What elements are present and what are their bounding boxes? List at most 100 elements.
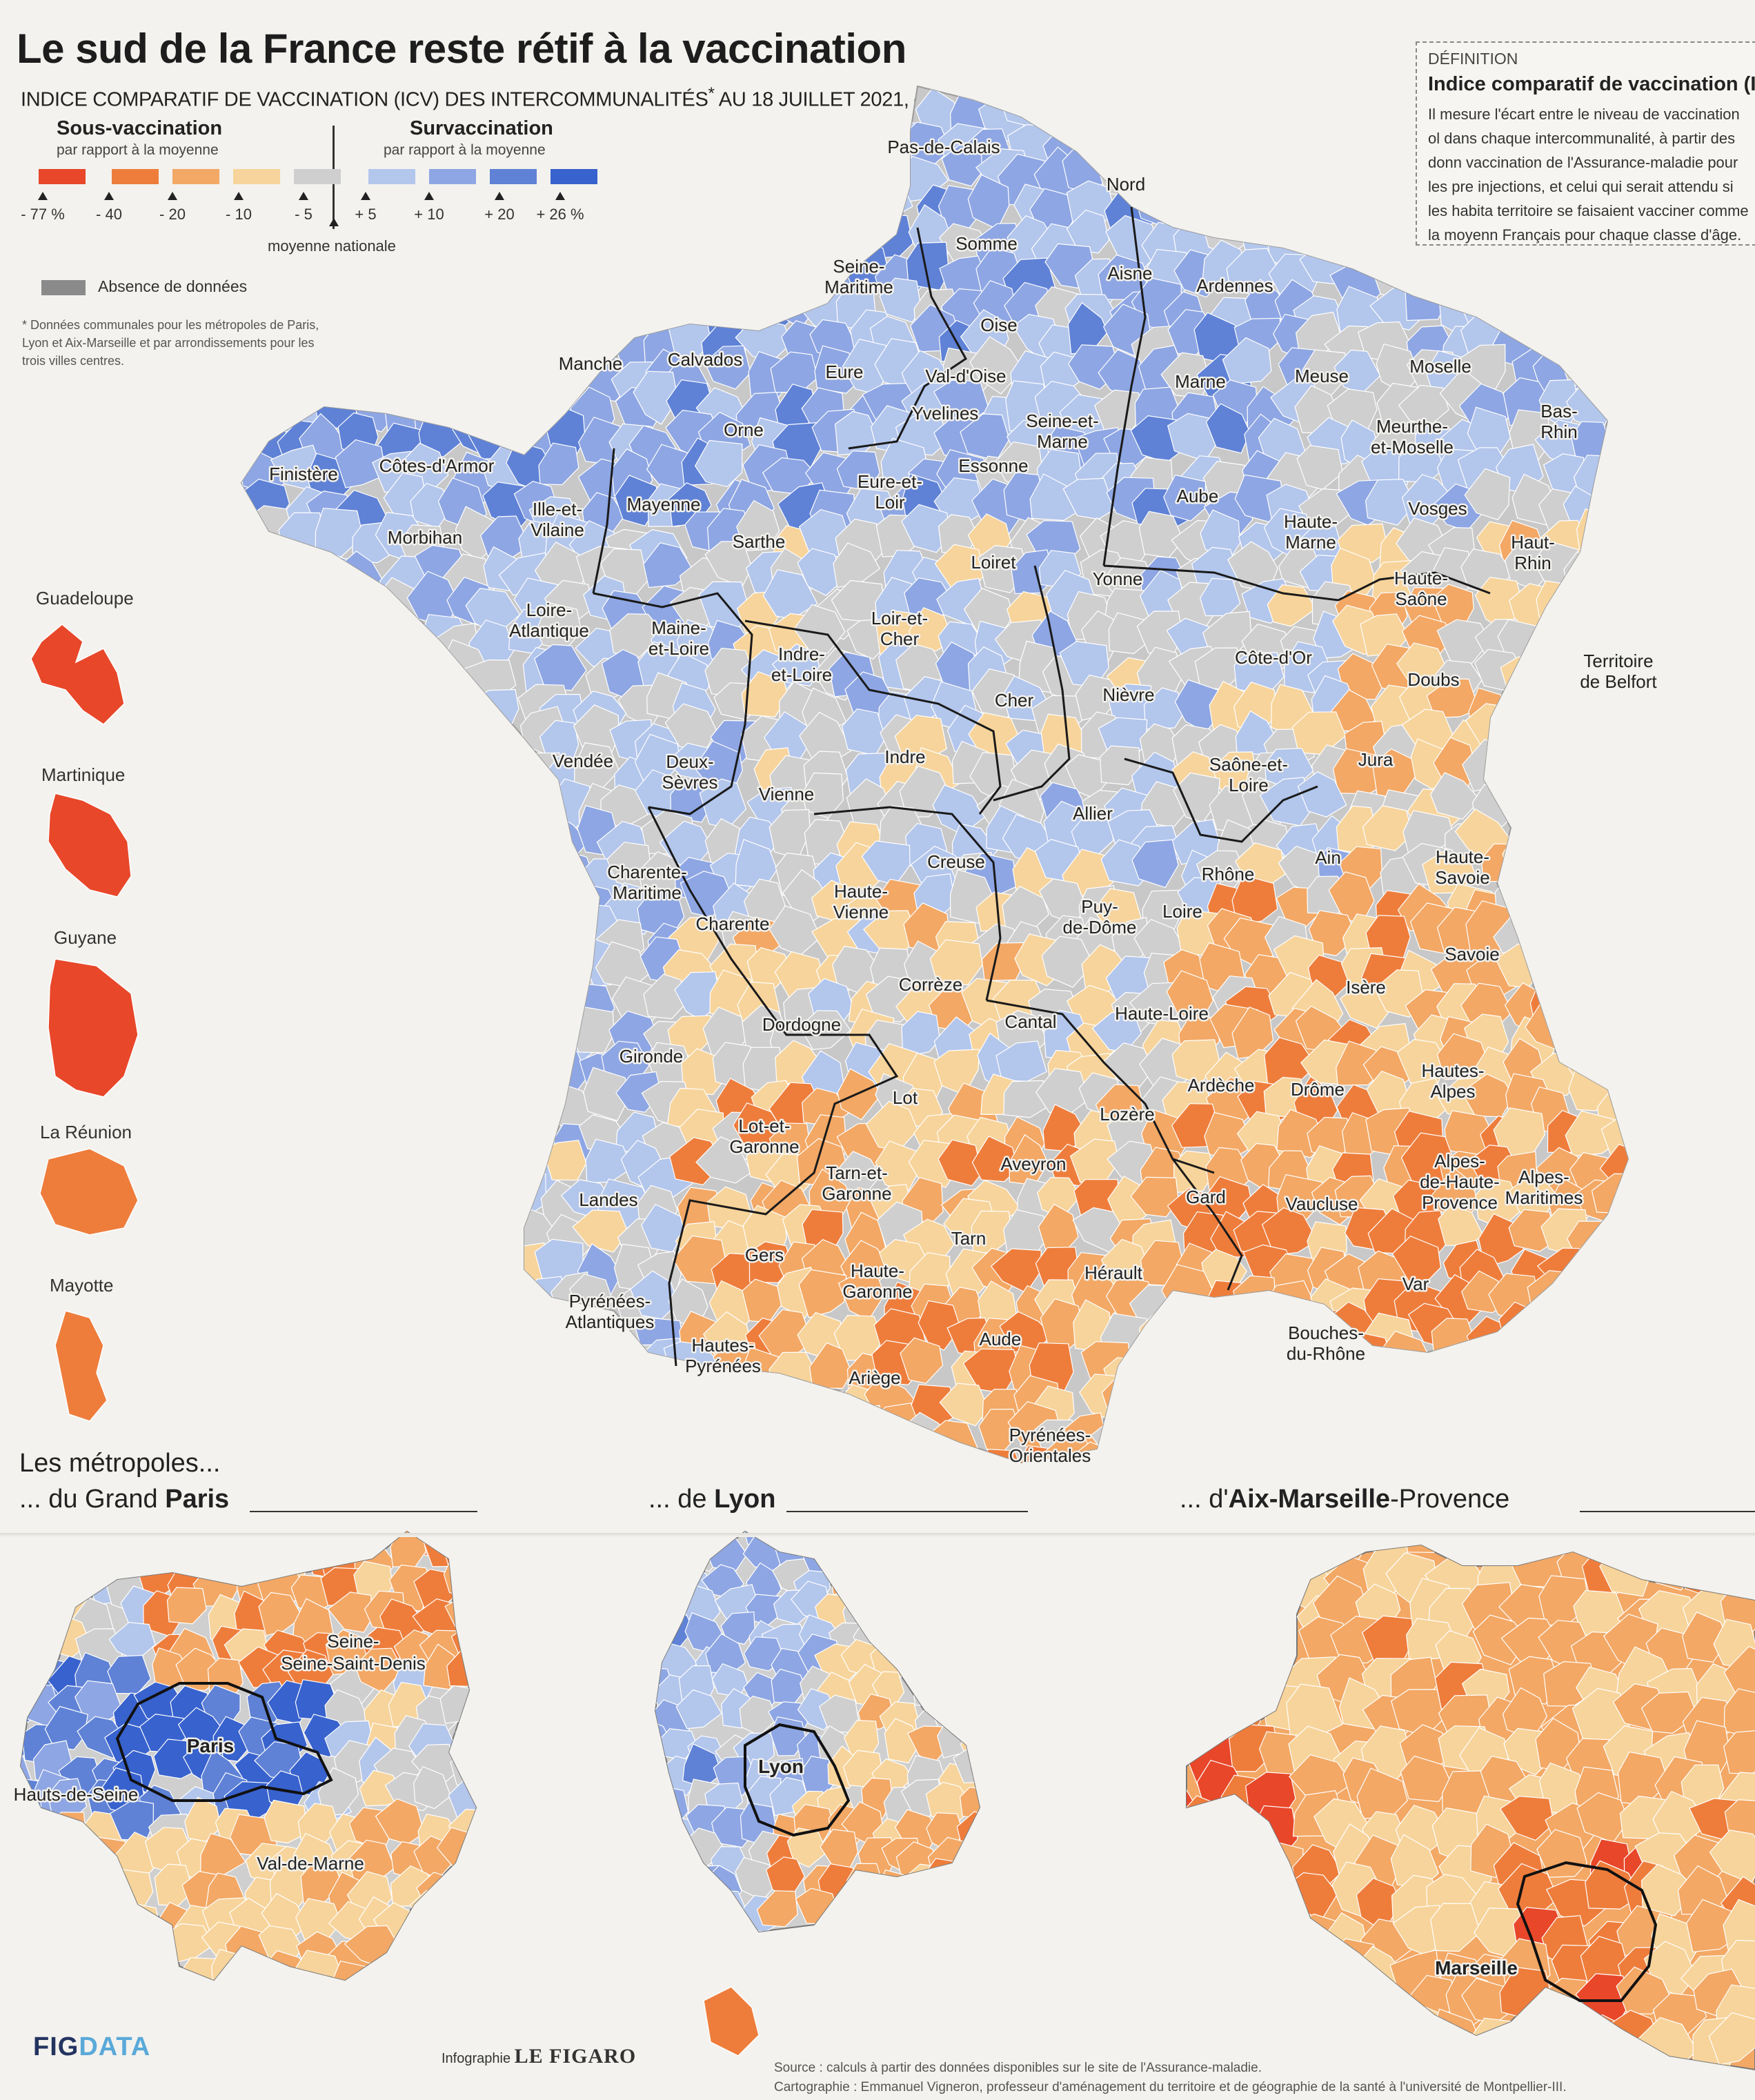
map-cell [1187, 1578, 1237, 1636]
map-cell [1275, 1414, 1328, 1458]
map-cell [1500, 677, 1551, 722]
map-cell [537, 120, 588, 175]
map-cell [829, 1556, 866, 1595]
dept-label: Loire [1162, 901, 1202, 922]
map-cell [655, 1813, 661, 1857]
map-cell [1500, 740, 1549, 786]
map-cell [473, 804, 521, 857]
map-cell [241, 1281, 252, 1328]
map-cell [241, 390, 264, 441]
map-cell [655, 1839, 687, 1877]
map-cell [21, 1799, 43, 1842]
infographie-credit: Infographie LE FIGARO [442, 2045, 636, 2068]
map-cell [1138, 126, 1193, 170]
map-cell [273, 1285, 328, 1334]
map-cell [381, 682, 430, 724]
map-cell [1278, 86, 1327, 105]
map-cell [1493, 251, 1543, 302]
map-cell [706, 191, 748, 241]
map-cell [1226, 1832, 1280, 1883]
map-cell [117, 1534, 156, 1576]
map-cell [1602, 350, 1628, 396]
map-cell [241, 1165, 261, 1221]
map-cell [393, 1925, 433, 1964]
map-cell [1605, 551, 1628, 599]
map-cell [397, 208, 453, 256]
map-cell [634, 1405, 688, 1453]
map-cell [307, 907, 352, 949]
map-cell [1440, 1442, 1487, 1463]
map-cell [241, 1312, 248, 1363]
map-cell [1540, 754, 1589, 801]
map-cell [366, 1156, 420, 1201]
map-cell [241, 1349, 265, 1398]
map-cell [1223, 1979, 1273, 2036]
map-cell [402, 1083, 449, 1131]
map-cell [241, 577, 266, 618]
map-cell [1213, 1615, 1264, 1670]
map-cell [1374, 1385, 1427, 1432]
dept-label: Nord [1107, 174, 1145, 195]
map-cell [634, 274, 690, 326]
label-marseille: Marseille [1435, 1957, 1518, 1979]
map-cell [670, 778, 715, 823]
map-cell [430, 1069, 478, 1123]
map-cell [241, 704, 286, 749]
map-cell [445, 1534, 476, 1584]
map-cell [334, 606, 389, 656]
map-cell [1202, 161, 1259, 208]
legend-under-sub: par rapport à la moyenne [57, 142, 219, 158]
map-cell [577, 1343, 628, 1391]
map-cell [1528, 273, 1576, 326]
map-cell [1599, 281, 1628, 331]
map-cell [1187, 1985, 1238, 2035]
map-cell [466, 1438, 516, 1463]
label-la-reunion: La Réunion [40, 1122, 132, 1142]
map-cell [1314, 181, 1362, 234]
map-cell [1602, 375, 1628, 425]
map-cell [352, 786, 396, 835]
dept-label: Haute-Marne [1284, 511, 1338, 553]
label-val-de-marne: Val-de-Marne [257, 1853, 364, 1874]
map-cell [884, 1718, 922, 1764]
am-heading-post: -Provence [1390, 1485, 1510, 1514]
map-cell [132, 1961, 182, 1980]
map-cell [1530, 809, 1587, 851]
dept-label: Morbihan [388, 527, 462, 548]
label-martinique: Martinique [41, 764, 126, 785]
map-cell [1477, 86, 1523, 107]
map-cell [1564, 284, 1616, 329]
map-cell [1612, 479, 1628, 529]
map-cell [1146, 156, 1193, 208]
map-cell [575, 1442, 629, 1463]
map-cell [712, 86, 760, 126]
map-cell [550, 193, 595, 237]
map-cell [241, 548, 255, 591]
label-paris: Paris [187, 1735, 235, 1756]
map-cell [1563, 915, 1612, 963]
map-cell [1187, 2014, 1241, 2063]
map-cell [1133, 1445, 1185, 1463]
dept-label: Doubs [1407, 669, 1459, 690]
dept-label: Ain [1315, 847, 1341, 868]
map-cell [1602, 150, 1628, 201]
map-cell [736, 195, 784, 237]
map-cell [328, 670, 388, 721]
map-cell [408, 86, 462, 95]
map-cell [593, 255, 652, 298]
map-cell [308, 1248, 364, 1290]
map-cell [21, 1961, 61, 1980]
map-cell [509, 942, 562, 989]
map-cell [804, 1411, 853, 1459]
map-cell [1238, 192, 1291, 236]
reunion-shape [39, 1148, 139, 1236]
label-guyane: Guyane [54, 927, 117, 948]
map-cell [177, 1536, 222, 1576]
legend-no-data-label: Absence de données [98, 277, 248, 295]
map-cell [1467, 95, 1516, 139]
dept-label: Eure [826, 361, 864, 382]
dept-label: Territoire de Belfort [1580, 651, 1657, 692]
map-cell [241, 803, 283, 855]
map-cell [1187, 1827, 1232, 1875]
map-cell [568, 184, 615, 238]
